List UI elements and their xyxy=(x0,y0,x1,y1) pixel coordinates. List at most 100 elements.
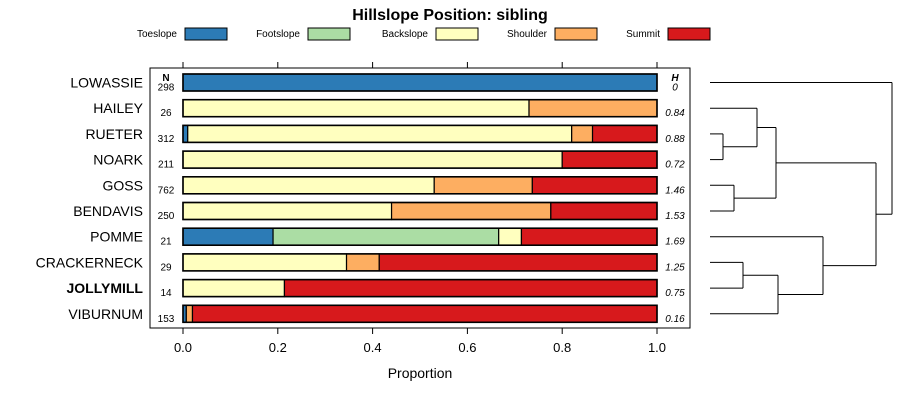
category-label: RUETER xyxy=(85,126,143,142)
row-viburnum: VIBURNUM 153 0.16 xyxy=(68,304,685,325)
category-label: VIBURNUM xyxy=(68,306,143,322)
n-value: 250 xyxy=(158,211,175,222)
n-value: 26 xyxy=(160,108,172,119)
n-value: 762 xyxy=(158,185,175,196)
legend-label-footslope: Footslope xyxy=(256,29,300,40)
legend-label-summit: Summit xyxy=(626,29,660,40)
row-bendavis: BENDAVIS 250 1.53 xyxy=(73,201,685,222)
bar-outline xyxy=(182,253,658,272)
n-value: 21 xyxy=(160,237,172,248)
bar-segment-backslope xyxy=(182,201,393,221)
h-value: 1.69 xyxy=(665,237,685,248)
bar-outline xyxy=(182,227,658,246)
bar-segment-summit xyxy=(531,176,658,195)
h-value: 0.16 xyxy=(665,314,685,325)
bar-segment-backslope xyxy=(182,176,435,195)
row-rueter: RUETER 312 0.88 xyxy=(85,124,685,145)
bar-outline xyxy=(182,73,658,92)
row-hailey: HAILEY 26 0.84 xyxy=(93,98,685,119)
bar-outline xyxy=(182,176,658,195)
bar-outline xyxy=(182,98,658,118)
bar-outline xyxy=(182,278,658,298)
bar-segment-summit xyxy=(550,201,658,221)
dendrogram xyxy=(710,82,893,315)
n-value: 153 xyxy=(158,314,175,325)
row-pomme: POMME 21 1.69 xyxy=(90,227,685,248)
legend-swatch-toeslope xyxy=(184,27,228,41)
row-crackerneck: CRACKERNECK 29 1.25 xyxy=(36,253,685,273)
bar-segment-backslope xyxy=(498,227,523,246)
bar-segment-backslope xyxy=(182,99,530,118)
legend-swatch-backslope xyxy=(435,27,479,41)
h-header: H xyxy=(671,73,679,84)
n-value: 298 xyxy=(158,83,175,94)
x-tick-label: 0.6 xyxy=(458,340,476,355)
category-label: HAILEY xyxy=(93,100,143,116)
h-value: 0.75 xyxy=(665,288,685,299)
bar-segment-shoulder xyxy=(390,201,552,221)
legend-swatch-footslope xyxy=(307,27,351,41)
h-value: 0 xyxy=(672,83,678,94)
row-jollymill: JOLLYMILL 14 0.75 xyxy=(67,278,685,299)
bar-segment-shoulder xyxy=(185,304,194,323)
category-label: CRACKERNECK xyxy=(36,254,144,270)
bar-segment-toeslope xyxy=(182,227,274,246)
h-value: 1.46 xyxy=(665,185,685,196)
chart-title: Hillslope Position: sibling xyxy=(352,7,548,24)
legend-label-toeslope: Toeslope xyxy=(137,29,177,40)
n-value: 211 xyxy=(158,160,174,171)
n-value: 312 xyxy=(158,134,175,145)
x-axis: 0.0 0.2 0.4 0.6 0.8 1.0 xyxy=(174,62,666,355)
x-tick-label: 0.2 xyxy=(269,340,287,355)
bar-segment-backslope xyxy=(182,150,563,169)
legend-label-backslope: Backslope xyxy=(382,29,429,40)
bar-segment-backslope xyxy=(182,253,348,272)
legend-label-shoulder: Shoulder xyxy=(507,29,548,40)
x-axis-label: Proportion xyxy=(388,365,453,381)
n-header: N xyxy=(162,73,169,84)
plot-frame xyxy=(149,67,691,329)
bar-outline xyxy=(182,201,658,221)
h-value: 0.84 xyxy=(665,108,685,119)
category-label: BENDAVIS xyxy=(73,203,143,219)
legend: Toeslope Footslope Backslope Shoulder Summit xyxy=(137,27,711,41)
category-label: GOSS xyxy=(103,177,143,193)
bar-outline xyxy=(182,150,658,169)
bar-segment-summit xyxy=(591,124,658,144)
legend-swatch-shoulder xyxy=(554,27,598,41)
bar-rows: LOWASSIE 298 0 HAILEY 26 0.84 RUETER 312 0.88 NOA… xyxy=(36,73,685,325)
bar-segment-backslope xyxy=(187,124,573,144)
bar-segment-summit xyxy=(561,150,658,169)
bar-outline xyxy=(182,124,658,144)
x-tick-label: 0.4 xyxy=(364,340,382,355)
category-label: NOARK xyxy=(93,152,143,168)
x-tick-label: 0.0 xyxy=(174,340,192,355)
x-tick-label: 1.0 xyxy=(648,340,666,355)
h-value: 0.88 xyxy=(665,134,685,145)
h-value: 1.25 xyxy=(665,262,685,273)
category-label: POMME xyxy=(90,229,143,245)
bar-segment-summit xyxy=(378,253,658,272)
row-lowassie: LOWASSIE 298 0 xyxy=(70,73,678,94)
bar-segment-shoulder xyxy=(433,176,533,195)
bar-segment-toeslope xyxy=(182,73,658,92)
bar-segment-summit xyxy=(520,227,658,246)
legend-swatch-summit xyxy=(667,27,711,41)
bar-segment-summit xyxy=(191,304,658,323)
x-tick-label: 0.8 xyxy=(553,340,571,355)
h-value: 1.53 xyxy=(665,211,685,222)
row-goss: GOSS 762 1.46 xyxy=(103,176,685,196)
category-label: LOWASSIE xyxy=(70,75,143,91)
bar-segment-shoulder xyxy=(345,253,380,272)
bar-segment-footslope xyxy=(272,227,500,246)
bar-segment-shoulder xyxy=(528,99,658,118)
row-noark: NOARK 211 0.72 xyxy=(93,150,685,171)
bar-segment-summit xyxy=(283,279,658,298)
bar-outline xyxy=(182,304,658,324)
bar-segment-shoulder xyxy=(571,124,594,144)
n-value: 14 xyxy=(160,288,172,299)
n-value: 29 xyxy=(160,262,172,273)
category-label: JOLLYMILL xyxy=(67,280,144,296)
